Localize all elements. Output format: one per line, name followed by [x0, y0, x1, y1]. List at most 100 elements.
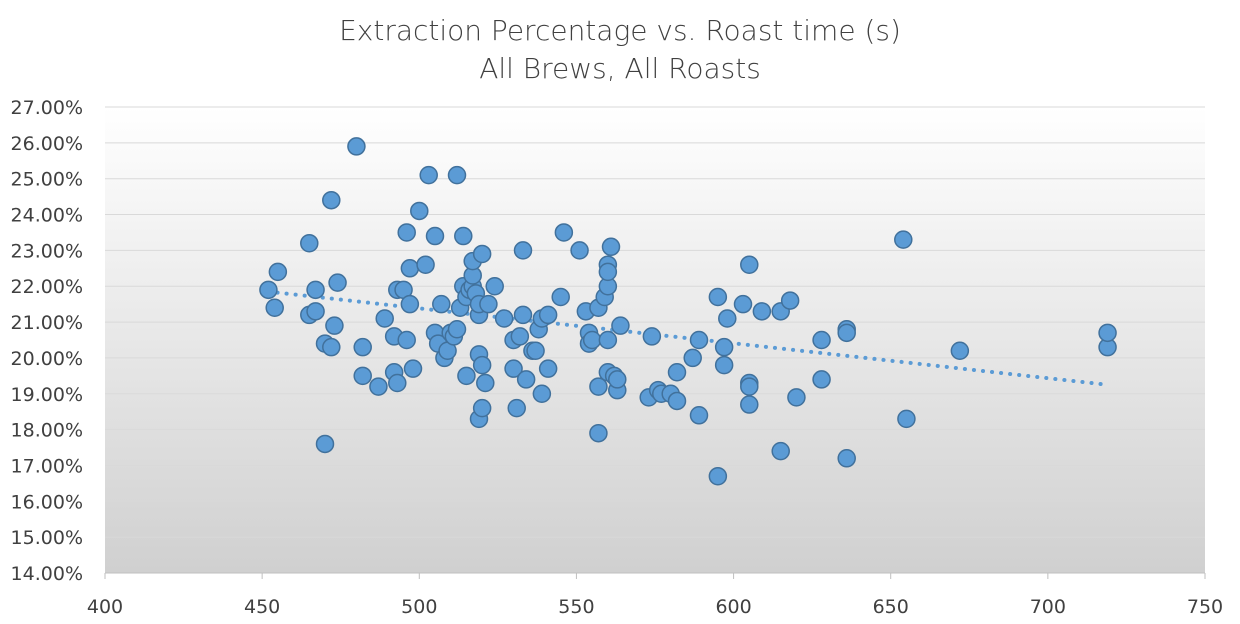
data-point: [787, 388, 806, 407]
axis-ticks: 14.00% 15.00% 16.00% 17.00% 18.00% 19.00% 20.0…: [11, 97, 1224, 618]
data-point: [598, 262, 618, 282]
data-point: [259, 280, 278, 300]
data-point: [479, 294, 498, 314]
data-point: [485, 276, 504, 296]
data-point: [554, 223, 574, 242]
data-point: [425, 226, 445, 246]
y-tick-label: 18.00%: [11, 420, 83, 442]
data-point: [683, 348, 702, 368]
data-point: [265, 298, 284, 317]
y-tick-label: 27.00%: [11, 97, 83, 119]
data-point: [315, 434, 335, 454]
data-point: [400, 294, 420, 314]
y-tick-label: 19.00%: [11, 384, 83, 406]
data-point: [1098, 323, 1117, 343]
y-tick-label: 26.00%: [11, 133, 83, 155]
x-tick-label: 550: [558, 596, 594, 618]
data-point: [897, 409, 916, 429]
data-point: [950, 341, 970, 361]
data-point: [570, 241, 589, 260]
data-point: [538, 305, 558, 325]
data-point: [454, 226, 473, 246]
data-point: [410, 201, 429, 221]
data-point: [714, 337, 734, 357]
data-point: [419, 165, 438, 185]
data-point: [447, 165, 467, 185]
chart-subtitle: All Brews, All Roasts: [479, 52, 761, 85]
data-point: [472, 244, 492, 264]
data-point: [513, 305, 533, 325]
data-point: [306, 280, 325, 300]
y-tick-label: 15.00%: [11, 527, 83, 549]
data-point: [689, 406, 709, 425]
data-point: [300, 233, 319, 253]
data-point: [472, 355, 492, 375]
data-point: [322, 190, 341, 210]
data-point: [416, 255, 435, 274]
y-tick-label: 23.00%: [11, 240, 83, 262]
data-point: [611, 316, 630, 335]
y-tick-label: 24.00%: [11, 205, 83, 227]
data-point: [325, 316, 344, 335]
data-point: [752, 302, 772, 321]
data-point: [403, 359, 423, 378]
data-point: [388, 373, 407, 393]
data-point: [601, 237, 621, 257]
x-tick-label: 700: [1030, 596, 1066, 618]
data-point: [740, 395, 759, 414]
data-point: [598, 330, 618, 350]
data-point: [268, 262, 288, 282]
data-point: [447, 319, 467, 339]
data-point: [718, 309, 737, 328]
y-tick-label: 21.00%: [11, 312, 83, 334]
data-point: [432, 294, 451, 314]
data-point: [780, 291, 800, 310]
data-point: [397, 330, 416, 350]
data-point: [551, 287, 570, 307]
x-tick-label: 450: [244, 596, 280, 618]
data-point: [589, 377, 608, 396]
y-tick-label: 16.00%: [11, 491, 83, 513]
x-tick-label: 400: [87, 596, 123, 618]
chart-title: Extraction Percentage vs. Roast time (s): [339, 14, 901, 47]
data-point: [740, 255, 759, 274]
data-point: [733, 294, 753, 314]
data-point: [494, 309, 514, 328]
data-point: [667, 391, 687, 411]
data-point: [837, 323, 856, 343]
data-point: [375, 309, 394, 328]
data-point: [353, 337, 372, 357]
gridlines: [105, 106, 1205, 538]
y-tick-label: 14.00%: [11, 563, 83, 585]
data-point: [526, 341, 545, 361]
data-point: [510, 327, 530, 346]
data-point: [837, 449, 856, 468]
data-point: [507, 398, 526, 418]
data-point: [397, 223, 416, 242]
x-tick-label: 650: [873, 596, 909, 618]
x-tick-label: 750: [1187, 596, 1223, 618]
data-point: [642, 327, 662, 346]
data-point: [328, 273, 347, 292]
data-point: [353, 366, 372, 386]
data-point: [708, 466, 728, 486]
data-point: [708, 287, 728, 307]
data-point: [504, 359, 523, 378]
data-point: [513, 241, 533, 260]
data-point: [608, 370, 627, 389]
data-point: [538, 359, 558, 378]
data-point: [322, 337, 341, 357]
data-point: [714, 355, 734, 375]
data-point: [472, 398, 492, 418]
data-point: [812, 370, 831, 389]
y-tick-label: 17.00%: [11, 455, 83, 477]
data-point: [476, 373, 495, 393]
y-tick-label: 25.00%: [11, 169, 83, 191]
data-point: [400, 259, 420, 278]
x-tick-label: 600: [715, 596, 751, 618]
data-points: [259, 137, 1117, 486]
data-point: [516, 370, 536, 389]
data-point: [589, 423, 608, 443]
data-point: [667, 363, 687, 382]
